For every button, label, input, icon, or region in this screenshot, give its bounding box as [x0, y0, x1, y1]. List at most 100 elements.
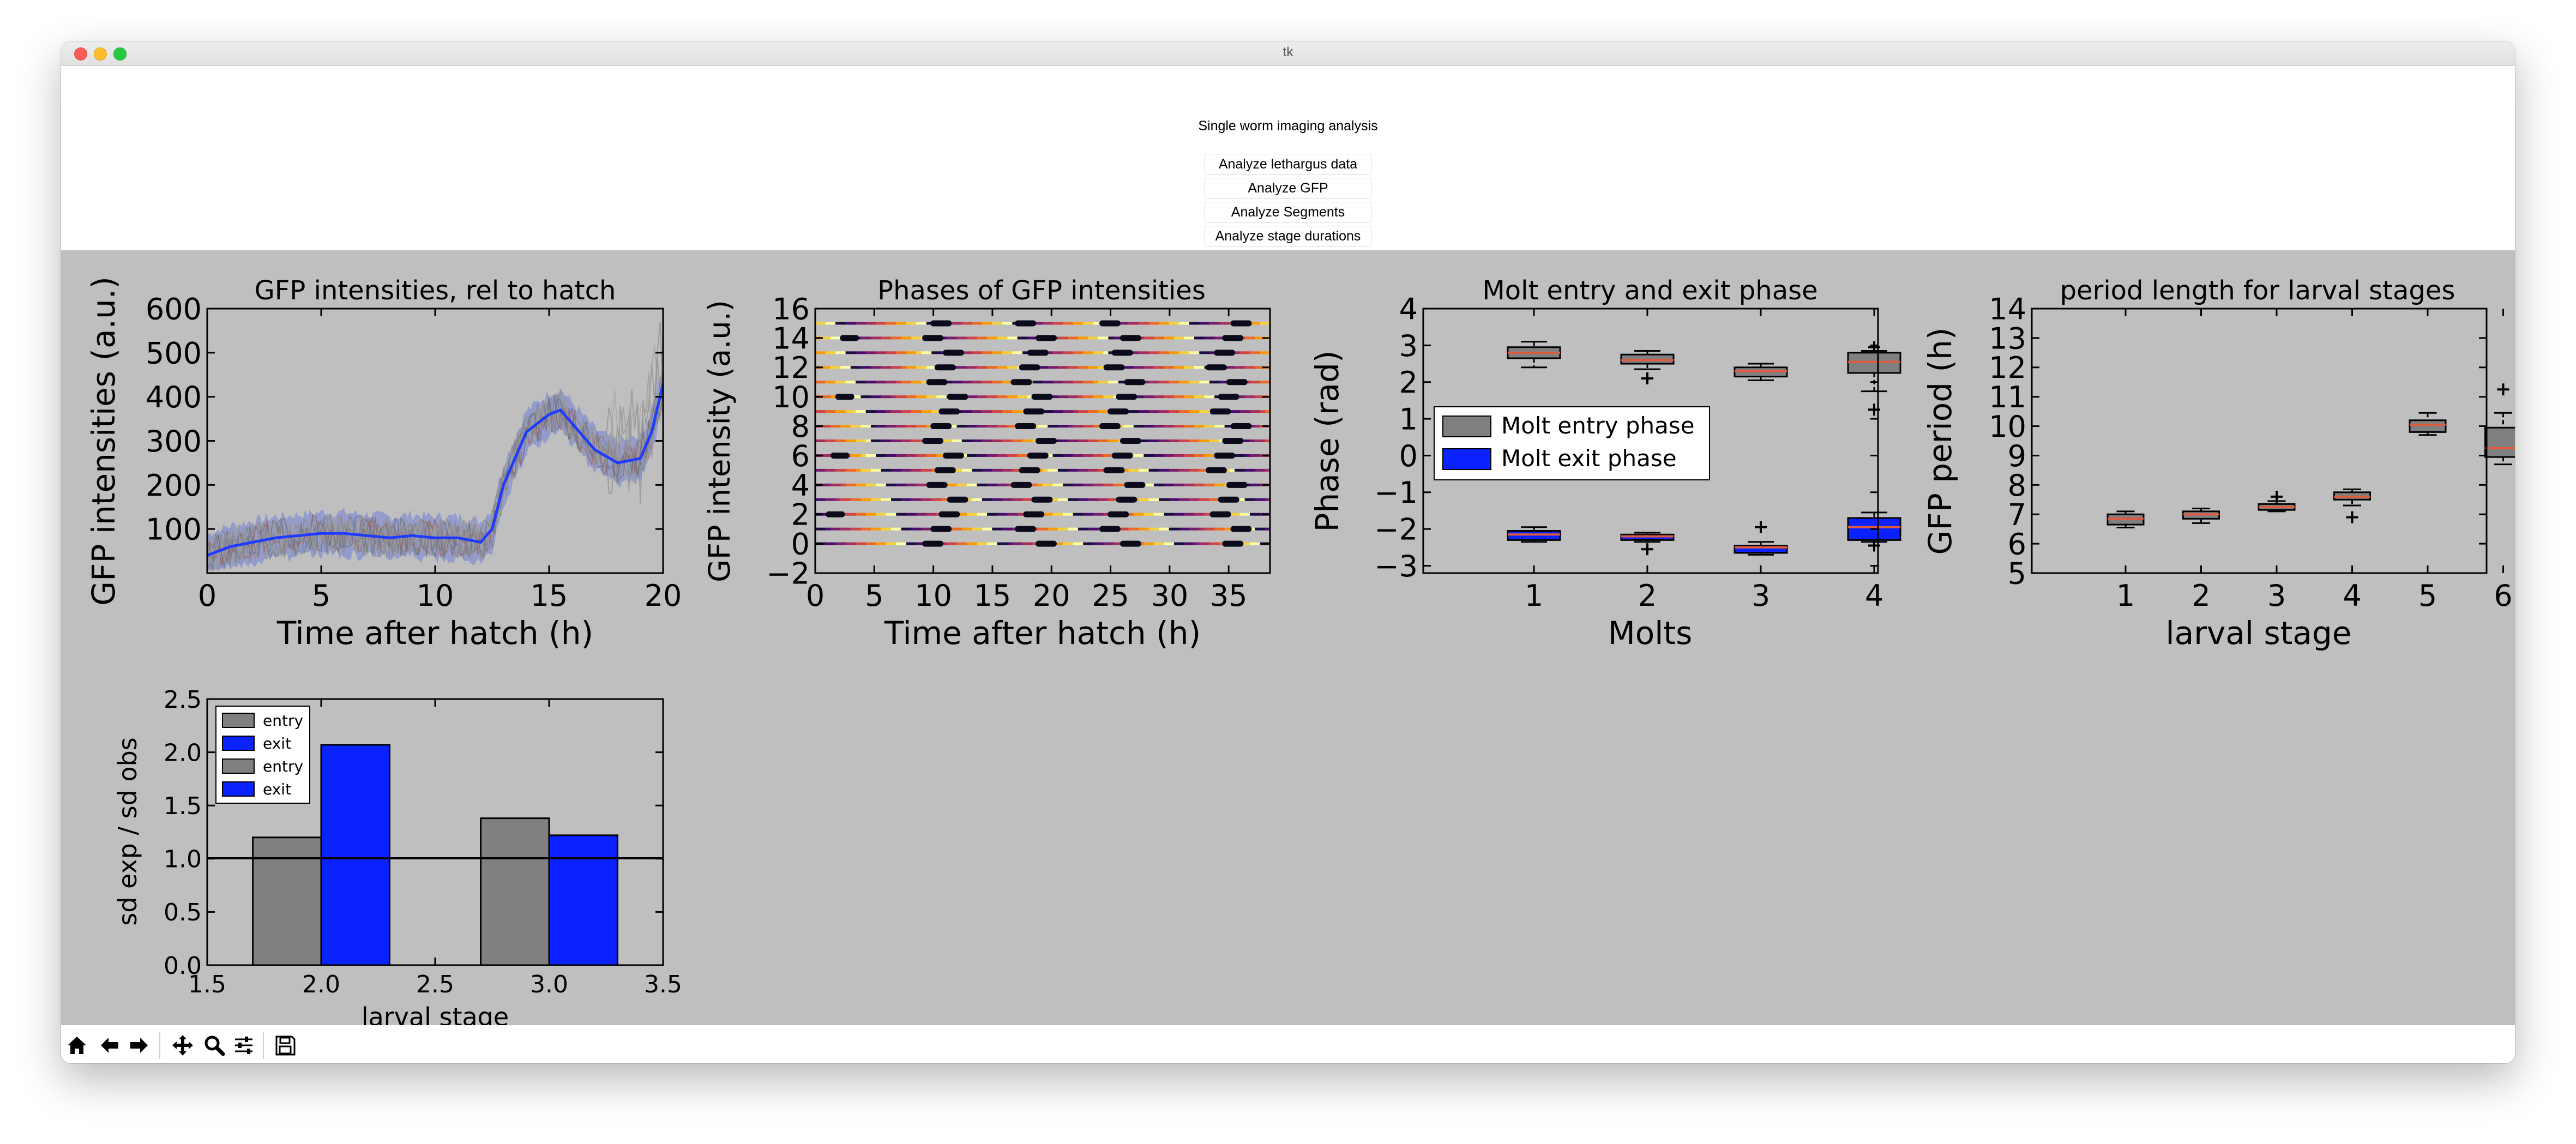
x-tick-label: 3.0: [530, 971, 568, 998]
zoom-window-button[interactable]: [113, 47, 127, 61]
analyze-stage-durations-button[interactable]: Analyze stage durations: [1205, 226, 1371, 246]
plot3-boxes: [1507, 341, 1901, 556]
plot4-xlabel: larval stage: [2166, 615, 2352, 652]
plot2-xlabel: Time after hatch (h): [884, 615, 1201, 652]
y-tick-label: 4: [791, 468, 810, 503]
sd-ratio-plot: 1.5 2.0 2.5 3.0 3.5 0.0 0.5 1.0 1.5 2.0 2.5 entry …: [113, 686, 682, 1032]
y-tick-label: 0: [1399, 439, 1418, 473]
y-tick-label: 2: [1399, 365, 1418, 400]
x-tick-label: 2: [1638, 579, 1657, 613]
pan-icon[interactable]: [170, 1033, 195, 1058]
y-tick-label: 0: [791, 527, 810, 562]
y-tick-label: 0.0: [164, 952, 202, 980]
y-tick-label: 9: [2008, 439, 2026, 473]
x-tick-label: 25: [1092, 579, 1129, 613]
y-tick-label: 7: [2008, 498, 2026, 532]
x-tick-label: 30: [1151, 579, 1189, 613]
legend-label: entry: [263, 757, 303, 775]
legend-entry-label: Molt entry phase: [1501, 412, 1695, 439]
analyze-lethargus-button[interactable]: Analyze lethargus data: [1205, 154, 1371, 174]
plot4-title: period length for larval stages: [2060, 275, 2455, 306]
individual-trace: [207, 386, 664, 565]
plot2-phase-rows: [815, 320, 1271, 547]
y-tick-label: 12: [1989, 351, 2026, 385]
plot1-mean-line: [207, 383, 665, 557]
period-length-plot: period length for larval stages 1 2 3 4 5 656…: [1922, 275, 2515, 652]
y-tick-label: 8: [791, 410, 810, 444]
y-tick-label: 2.0: [164, 739, 202, 767]
y-tick-label: 1.5: [164, 792, 202, 820]
minimize-window-button[interactable]: [94, 47, 107, 61]
y-tick-label: −3: [1374, 549, 1418, 583]
y-tick-label: 3: [1399, 329, 1418, 363]
y-tick-label: 2.5: [164, 686, 202, 714]
analyze-segments-button[interactable]: Analyze Segments: [1205, 202, 1371, 222]
y-tick-label: −1: [1374, 475, 1418, 510]
y-tick-label: 12: [772, 351, 810, 385]
plot4-boxes: [2106, 383, 2515, 528]
zoom-icon[interactable]: [202, 1033, 227, 1058]
plot1-ylabel: GFP intensities (a.u.): [85, 276, 122, 606]
x-tick-label: 3: [2267, 579, 2286, 613]
plot1-traces: [207, 321, 664, 571]
legend-swatch: [222, 736, 255, 751]
figure-canvas[interactable]: GFP intensities, rel to hatch 0 5 10 15 20 10…: [61, 250, 2515, 1063]
gfp-phases-plot: Phases of GFP intensities 0 5 10 15 20 25 30 35…: [702, 275, 1271, 652]
y-tick-label: 200: [146, 468, 202, 503]
legend-exit-label: Molt exit phase: [1501, 445, 1677, 472]
individual-trace: [207, 330, 664, 569]
y-tick-label: 1.0: [164, 846, 202, 874]
close-window-button[interactable]: [74, 47, 87, 61]
x-tick-label: 3: [1752, 579, 1770, 613]
y-tick-label: 600: [146, 292, 202, 326]
plot3-xlabel: Molts: [1608, 615, 1693, 652]
control-panel: Single worm imaging analysis Analyze let…: [61, 66, 2515, 250]
y-tick-label: −2: [1374, 513, 1418, 547]
y-tick-label: 13: [1989, 321, 2026, 356]
configure-subplots-icon[interactable]: [231, 1033, 256, 1058]
plot1-title: GFP intensities, rel to hatch: [255, 275, 616, 306]
x-tick-label: 10: [914, 579, 952, 613]
y-tick-label: 14: [772, 321, 810, 356]
plot4-ylabel: GFP period (h): [1922, 328, 1959, 555]
toolbar-separator: [159, 1032, 160, 1059]
app-window: tk Single worm imaging analysis Analyze …: [61, 41, 2515, 1063]
x-tick-label: 1.5: [188, 971, 226, 998]
x-tick-label: 0: [806, 579, 824, 613]
y-tick-label: 14: [1989, 292, 2026, 326]
y-tick-label: −2: [766, 556, 810, 591]
bar: [480, 817, 550, 966]
legend-label: entry: [263, 712, 303, 730]
plot3-ylabel: Phase (rad): [1309, 350, 1346, 532]
analyze-gfp-button[interactable]: Analyze GFP: [1205, 178, 1371, 198]
x-tick-label: 2.0: [302, 971, 340, 998]
x-tick-label: 15: [531, 579, 568, 613]
legend-label: exit: [263, 734, 291, 752]
back-icon[interactable]: [97, 1033, 122, 1058]
window-title: tk: [1283, 45, 1293, 59]
x-tick-label: 15: [974, 579, 1012, 613]
x-tick-label: 0: [198, 579, 216, 613]
box: [2484, 426, 2515, 458]
y-tick-label: 400: [146, 380, 202, 414]
x-tick-label: 3.5: [644, 971, 682, 998]
gfp-intensity-plot: GFP intensities, rel to hatch 0 5 10 15 20 10…: [85, 275, 682, 652]
x-tick-label: 1: [2116, 579, 2135, 613]
forward-icon[interactable]: [127, 1033, 152, 1058]
toolbar-separator: [263, 1032, 264, 1059]
y-tick-label: 1: [1399, 402, 1418, 437]
plot3-axes-frame: [1422, 308, 1879, 574]
y-tick-label: 6: [2008, 527, 2026, 562]
home-icon[interactable]: [64, 1033, 89, 1058]
y-tick-label: 10: [1989, 410, 2026, 444]
legend-exit-swatch: [1442, 448, 1491, 470]
navigation-toolbar: [61, 1025, 2515, 1063]
x-tick-label: 5: [2418, 579, 2437, 613]
save-icon[interactable]: [273, 1033, 298, 1058]
bar: [252, 836, 322, 966]
title-bar: tk: [61, 41, 2515, 66]
y-tick-label: 500: [146, 336, 202, 370]
